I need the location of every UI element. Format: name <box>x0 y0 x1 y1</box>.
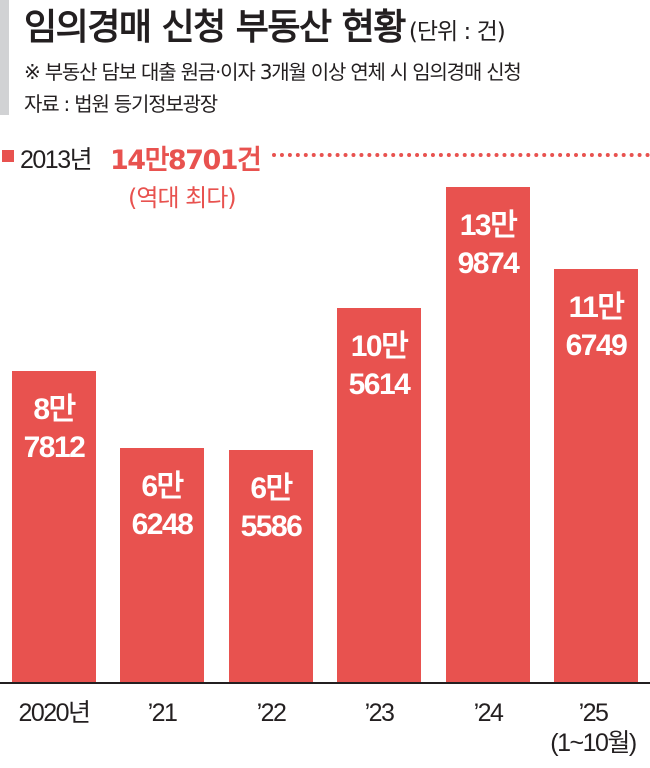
x-tick-sublabel: (1~10월) <box>550 729 637 757</box>
bar-2020: 8만 7812 <box>12 371 96 682</box>
bar-2023: 10만 5614 <box>337 308 421 682</box>
reference-legend: 2013년 14만8701건 (역대 최다) <box>0 138 650 218</box>
x-tick-label: ’23 <box>364 699 395 727</box>
x-tick-2023: ’23 <box>324 698 434 728</box>
x-tick-2025: ’25 (1~10월) <box>538 698 648 758</box>
bar-value-label: 13만 9874 <box>446 207 530 283</box>
bar-label-top: 13만 <box>459 209 518 242</box>
bar-label-top: 6만 <box>250 472 293 505</box>
x-tick-2021: ’21 <box>107 698 217 728</box>
bar-label-top: 6만 <box>141 470 184 503</box>
x-tick-label: 2020년 <box>18 699 91 727</box>
legend-square-icon <box>2 150 14 162</box>
legend-year: 2013년 <box>20 146 93 174</box>
bar-2025: 11만 6749 <box>554 269 638 682</box>
x-tick-2022: ’22 <box>216 698 326 728</box>
bar-2021: 6만 6248 <box>120 448 204 682</box>
x-tick-2024: ’24 <box>433 698 543 728</box>
x-tick-label: ’24 <box>473 699 504 727</box>
title-text: 임의경매 신청 부동산 현황 <box>24 7 406 48</box>
bar-label-bottom: 5586 <box>240 510 303 543</box>
bar-label-top: 10만 <box>350 330 409 363</box>
unit-text: (단위 : 건) <box>408 19 506 45</box>
x-tick-label: ’22 <box>256 699 287 727</box>
x-tick-label: ’21 <box>147 699 178 727</box>
legend-record-value: 14만8701건 <box>110 145 262 176</box>
bar-value-label: 6만 6248 <box>120 468 204 544</box>
reference-dotted-line <box>272 153 650 157</box>
x-axis-line <box>0 682 650 684</box>
bar-label-bottom: 9874 <box>457 247 520 280</box>
x-tick-label: ’25 <box>578 699 609 727</box>
chart-source: 자료 : 법원 등기정보광장 <box>24 92 218 116</box>
chart-title: 임의경매 신청 부동산 현황 (단위 : 건) <box>24 0 506 50</box>
bar-value-label: 6만 5586 <box>229 470 313 546</box>
bar-label-bottom: 5614 <box>348 368 411 401</box>
bar-label-top: 8만 <box>33 393 76 426</box>
bar-label-bottom: 7812 <box>23 431 86 464</box>
legend-record-note: (역대 최다) <box>128 184 237 212</box>
x-tick-2020: 2020년 <box>0 698 109 728</box>
side-accent-bar <box>0 0 9 115</box>
chart-note: ※ 부동산 담보 대출 원금·이자 3개월 이상 연체 시 임의경매 신청 <box>24 60 522 84</box>
bar-label-bottom: 6749 <box>565 329 628 362</box>
bar-value-label: 11만 6749 <box>554 289 638 365</box>
bar-2022: 6만 5586 <box>229 450 313 682</box>
bar-value-label: 10만 5614 <box>337 328 421 404</box>
bar-label-top: 11만 <box>568 291 625 324</box>
bar-value-label: 8만 7812 <box>12 391 96 467</box>
bar-label-bottom: 6248 <box>131 508 194 541</box>
bar-2024: 13만 9874 <box>446 187 530 682</box>
